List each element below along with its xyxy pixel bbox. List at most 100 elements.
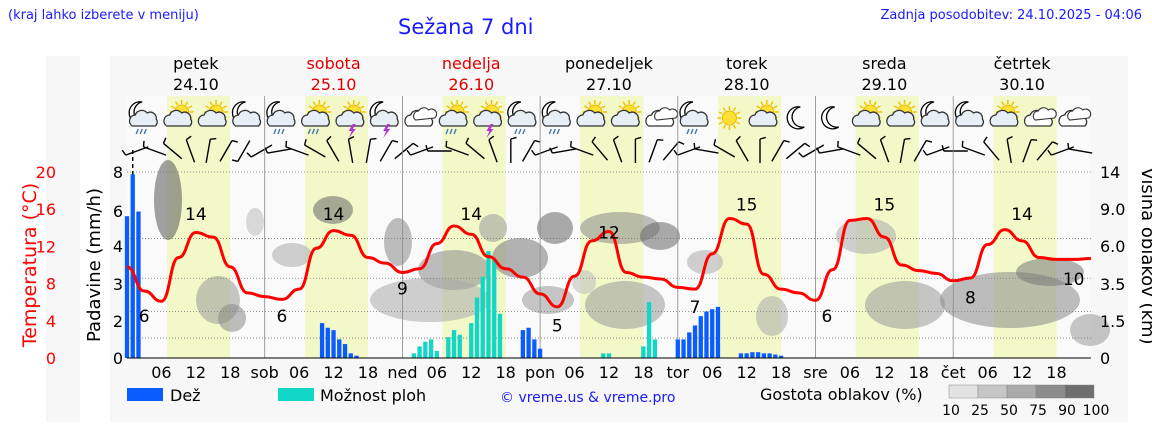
cloud-density-swatch	[977, 384, 1008, 399]
wind-barb	[205, 137, 217, 163]
wind-barb	[856, 137, 877, 160]
sun-icon	[717, 106, 742, 130]
shower-bar	[411, 353, 417, 358]
shower-bar	[423, 341, 428, 358]
cloud-density-area	[370, 278, 490, 322]
rain-bar	[354, 355, 359, 358]
moon-cloud-rain-icon	[266, 101, 296, 135]
wind-barb	[673, 146, 701, 156]
day-name: sreda	[862, 54, 906, 73]
temperature-label: 7	[690, 298, 701, 318]
wind-barb	[1022, 139, 1038, 163]
rain-bar	[767, 353, 772, 358]
day-date: 27.10	[586, 75, 632, 94]
cloud-density-swatch	[948, 384, 979, 399]
wind-barb	[121, 146, 149, 156]
temperature-tick-label: 0	[46, 349, 56, 368]
rain-bar	[755, 352, 761, 358]
shower-bar	[497, 313, 503, 358]
rain-bar	[348, 353, 353, 358]
precipitation-tick-label: 0	[113, 349, 123, 368]
x-hour-label: 12	[736, 363, 756, 382]
cloud-density-step-label: 100	[1083, 403, 1110, 419]
temperature-label: 10	[1063, 270, 1085, 290]
shower-bar	[469, 323, 474, 358]
temperature-tick-label: 4	[46, 312, 56, 331]
sun-cloud-icon	[197, 100, 229, 127]
x-hour-label: 06	[289, 363, 309, 382]
cloud-density-area	[940, 272, 1080, 328]
rain-bar	[337, 339, 342, 358]
wind-barb	[899, 137, 911, 163]
x-day-label: čet	[941, 363, 966, 382]
sun-cloud-icon	[851, 100, 883, 127]
temperature-series: 6 14 6 14 9 14 5 12 7 15 6 15 8 14 10	[126, 196, 1091, 337]
wind-barb	[612, 135, 623, 163]
x-hour-label: 06	[151, 363, 171, 382]
day-headers: petek 24.10 sobota 25.10 nedelja 26.10 ponedel…	[173, 54, 1051, 94]
moon-icon	[821, 106, 840, 130]
page-title: Sežana 7 dni	[398, 15, 534, 39]
wind-barb	[365, 137, 377, 163]
cloud-density-area	[246, 208, 264, 236]
wind-barb	[185, 135, 196, 163]
chart-grid	[127, 96, 1091, 358]
temperature-tick-label: 12	[36, 237, 56, 256]
x-day-label: pon	[525, 363, 555, 382]
cloud-height-axis-label: Višina oblakov (km)	[1137, 167, 1152, 344]
sun-cloud-lightning-icon	[473, 100, 504, 138]
temperature-label: 14	[460, 205, 482, 225]
temperature-label: 15	[736, 196, 758, 216]
cloud-density-area	[492, 238, 548, 278]
wind-barb	[285, 140, 309, 156]
cloud-density-legend-label: Gostota oblakov (%)	[760, 385, 923, 404]
wind-barb	[394, 142, 419, 160]
sun-cloud-icon	[748, 100, 779, 127]
rain-bar	[778, 355, 784, 358]
wind-barbs-row	[121, 135, 1093, 163]
wind-barb	[648, 139, 664, 163]
x-hour-label: 18	[909, 363, 929, 382]
x-hour-label: 12	[186, 363, 206, 382]
shower-bar	[601, 353, 606, 358]
day-date: 24.10	[173, 75, 219, 94]
rain-bar	[704, 311, 709, 358]
cloud-density-swatch	[1035, 384, 1066, 399]
cloud-icon	[1058, 107, 1092, 127]
credit-text: © vreme.us & vreme.pro	[500, 390, 675, 406]
wind-barb	[326, 135, 340, 162]
wind-barb	[1047, 146, 1075, 156]
wind-barb	[913, 139, 933, 162]
rain-bar	[761, 353, 767, 358]
x-hour-label: 18	[358, 363, 378, 382]
shower-bar	[434, 351, 439, 358]
moon-cloud-icon	[954, 101, 985, 127]
cloud-density-swatch	[1006, 384, 1037, 399]
temperature-label: 14	[323, 205, 345, 225]
shower-bar	[474, 297, 480, 358]
cloud-density-area	[756, 296, 788, 336]
rain-bar	[773, 354, 778, 358]
rain-bar	[520, 330, 526, 358]
x-day-label: sre	[803, 363, 827, 382]
moon-cloud-icon	[920, 101, 950, 127]
precipitation-tick-label: 8	[113, 163, 123, 182]
wind-barb	[162, 137, 183, 160]
temperature-label: 8	[965, 289, 976, 309]
x-hour-label: 12	[461, 363, 481, 382]
temperature-label: 5	[552, 317, 563, 337]
moon-cloud-drizzle-icon	[128, 101, 158, 135]
rain-bar	[750, 352, 755, 358]
x-hour-label: 06	[977, 363, 997, 382]
wind-barb	[1067, 142, 1093, 154]
shower-bar	[480, 276, 485, 358]
cloud-density-area	[537, 212, 573, 244]
precipitation-tick-label: 6	[113, 202, 123, 221]
moon-icon	[786, 106, 805, 130]
rain-bar	[738, 353, 744, 358]
precipitation-tick-label: 3	[113, 275, 123, 294]
cloud-height-tick-label: 3.5	[1100, 275, 1125, 294]
wind-barb	[879, 135, 890, 163]
wind-barb	[735, 135, 749, 162]
